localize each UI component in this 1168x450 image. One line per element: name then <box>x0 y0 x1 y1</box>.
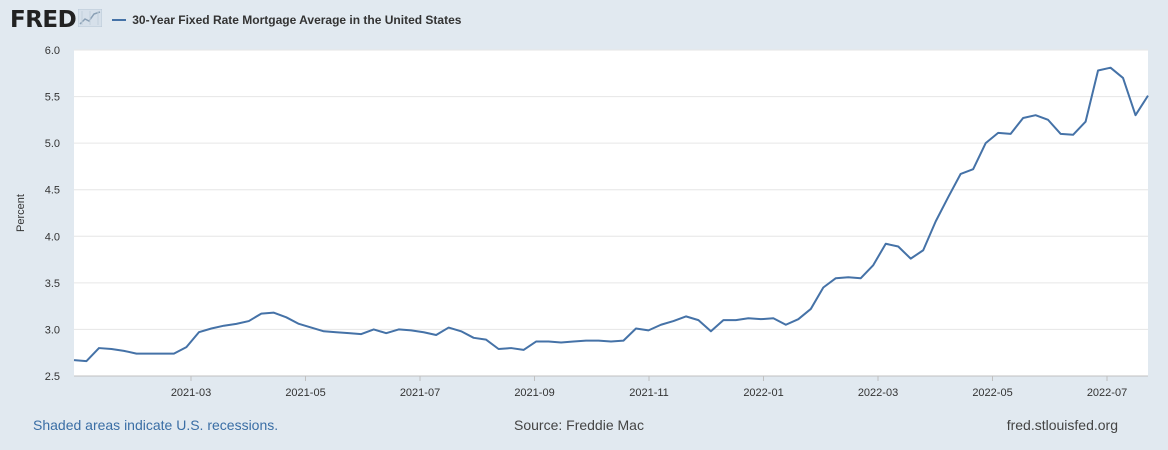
y-tick-label: 3.5 <box>45 278 60 290</box>
x-tick-label: 2021-05 <box>285 387 325 399</box>
legend-swatch <box>112 19 127 21</box>
x-tick-label: 2021-09 <box>514 387 554 399</box>
x-tick-label: 2021-03 <box>171 387 211 399</box>
x-tick-label: 2022-01 <box>743 387 783 399</box>
site-link[interactable]: fred.stlouisfed.org <box>1006 417 1118 433</box>
gridlines <box>74 49 1148 377</box>
y-tick-label: 3.0 <box>45 324 60 336</box>
line-chart: 2.53.03.54.04.55.05.56.0 2021-03 2021-05 2… <box>15 45 1149 399</box>
y-tick-label: 5.5 <box>45 92 60 104</box>
y-tick-labels: 2.5 3.0 3.5 4.0 4.5 5.0 5.5 6.0 <box>45 45 60 383</box>
legend-label: 30-Year Fixed Rate Mortgage Average in t… <box>132 13 462 27</box>
y-tick-label: 2.5 <box>45 371 60 383</box>
chart-header: FRED 30-Year Fixed Rate Mortgage Average… <box>10 6 461 34</box>
y-axis-label: Percent <box>15 194 27 232</box>
x-tick-label: 2021-07 <box>400 387 440 399</box>
x-tick-label: 2022-07 <box>1087 387 1127 399</box>
series-line[interactable] <box>73 66 1149 363</box>
logo-text: FRED <box>10 7 77 33</box>
y-tick-label: 5.0 <box>45 138 60 150</box>
x-tick-label: 2022-03 <box>858 387 898 399</box>
y-tick-label: 4.0 <box>45 231 60 243</box>
recessions-note-link[interactable]: Shaded areas indicate U.S. recessions. <box>33 417 279 433</box>
x-tick-label: 2021-11 <box>629 387 669 399</box>
x-tick-labels: 2021-03 2021-05 2021-07 2021-09 2021-11 2022-… <box>171 376 1127 399</box>
x-tick-label: 2022-05 <box>972 387 1012 399</box>
series-legend[interactable]: 30-Year Fixed Rate Mortgage Average in t… <box>112 13 461 27</box>
y-tick-label: 4.5 <box>45 185 60 197</box>
source-text: Source: Freddie Mac <box>514 417 644 433</box>
y-tick-label: 6.0 <box>45 45 60 57</box>
plot-area <box>74 50 1148 376</box>
